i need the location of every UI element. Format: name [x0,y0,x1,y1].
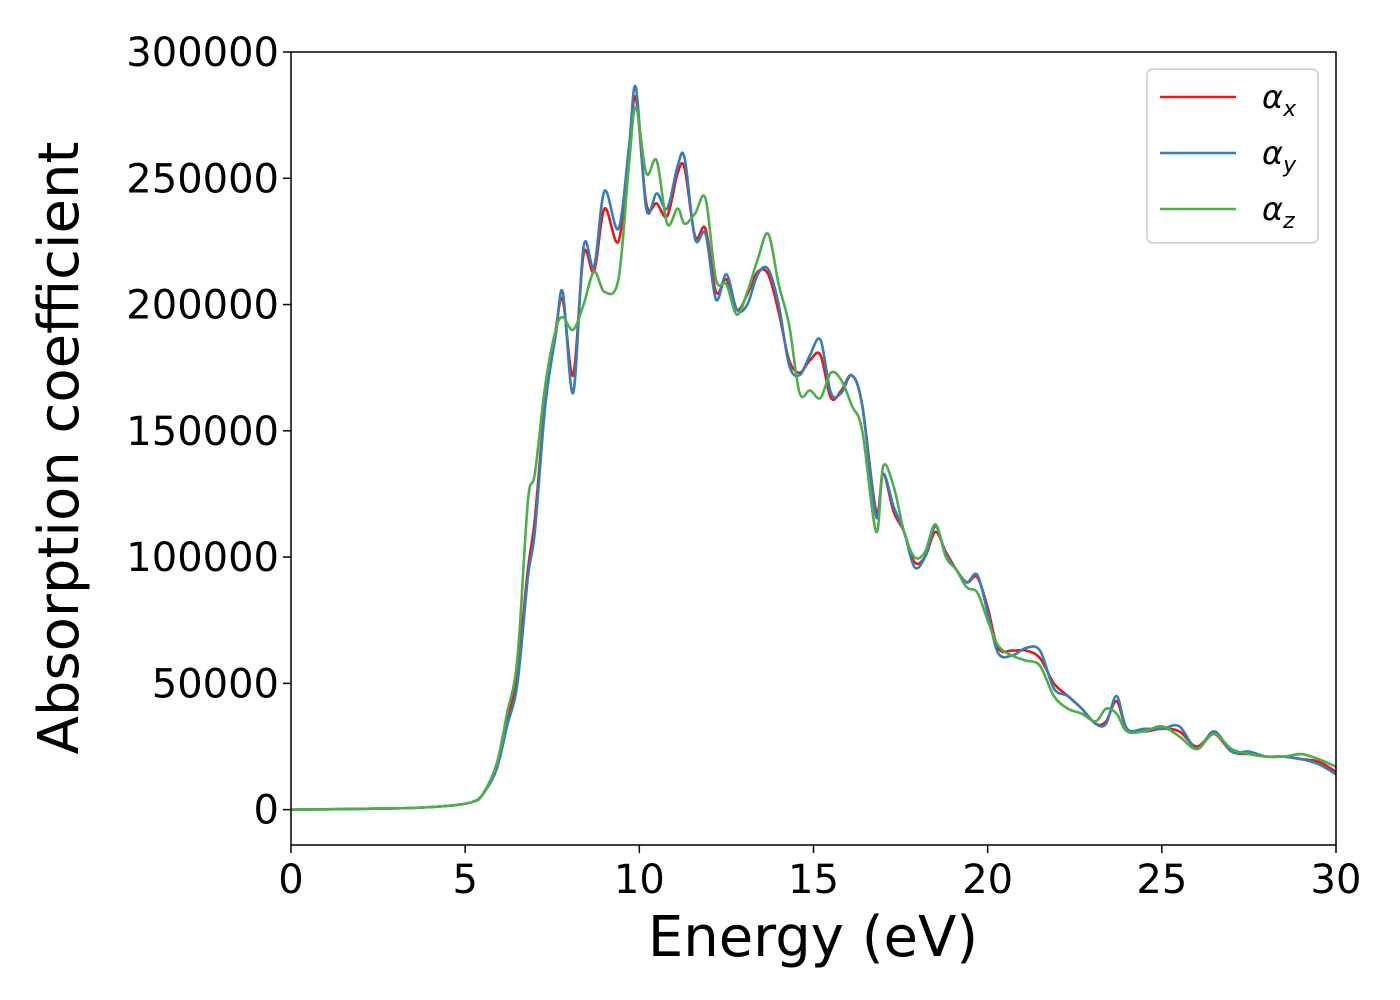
legend-label-z: αz [1262,190,1295,234]
y-tick-label: 100000 [126,535,279,581]
y-tick-label: 150000 [126,409,279,455]
legend: αx αy αz [1146,68,1319,244]
y-tick-label: 300000 [126,30,279,76]
x-tick-label: 30 [1311,857,1362,903]
legend-label-x: αx [1262,78,1297,122]
y-axis: 0 50000 100000 150000 200000 250000 300000 [126,30,291,834]
series-line-y [291,84,1336,811]
series-line-z [291,106,1336,811]
x-tick-label: 5 [452,857,477,903]
x-tick-label: 20 [962,857,1013,903]
x-tick-label: 0 [278,857,303,903]
legend-label-y: αy [1262,134,1297,178]
x-tick-label: 15 [788,857,839,903]
x-axis-title: Energy (eV) [648,905,978,970]
y-tick-label: 0 [254,788,279,834]
series-layer [291,84,1336,811]
x-tick-label: 25 [1136,857,1187,903]
y-axis-title: Absorption coefficient [27,142,92,755]
y-tick-label: 50000 [152,661,279,707]
x-axis: 0 5 10 15 20 25 30 [278,845,1361,903]
y-tick-label: 250000 [126,156,279,202]
y-tick-label: 200000 [126,283,279,329]
x-tick-label: 10 [614,857,665,903]
legend-box [1146,68,1319,244]
